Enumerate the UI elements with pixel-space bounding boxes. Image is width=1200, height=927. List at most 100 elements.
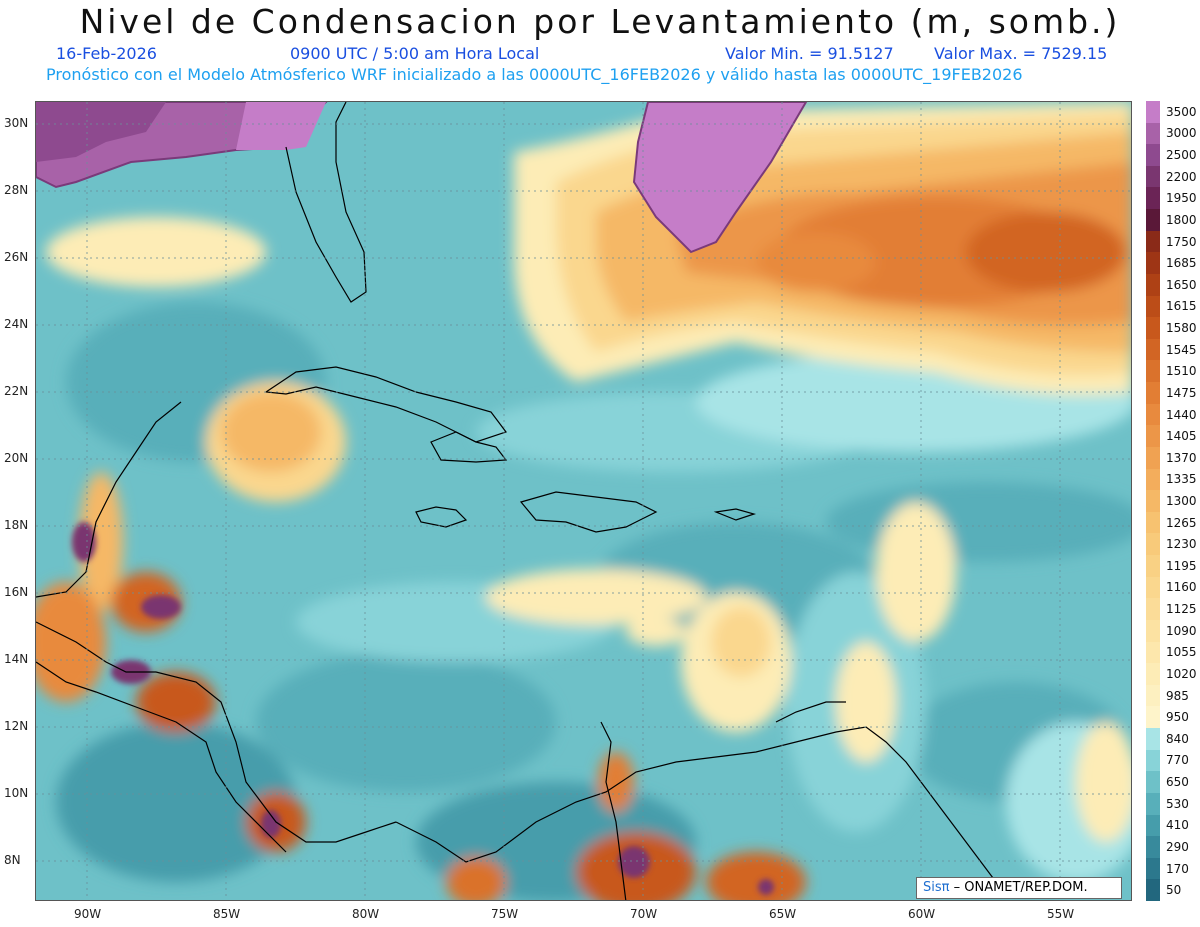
colorbar-label: 985 (1166, 688, 1189, 703)
colorbar-segment (1146, 857, 1160, 880)
lon-label: 55W (1047, 907, 1075, 921)
colorbar-segment (1146, 468, 1160, 491)
colorbar-segment (1146, 619, 1160, 643)
lat-label: 18N (4, 518, 29, 532)
colorbar-label: 950 (1166, 710, 1189, 725)
colorbar-label: 1650 (1166, 277, 1197, 292)
colorbar-label: 650 (1166, 775, 1189, 790)
colorbar-segment (1146, 295, 1160, 318)
lon-label: 90W (74, 907, 102, 921)
colorbar-segment (1146, 511, 1160, 534)
colorbar-segment (1146, 684, 1160, 707)
forecast-validity: Pronóstico con el Modelo Atmósferico WRF… (46, 65, 1023, 84)
colorbar-segment (1146, 836, 1160, 859)
colorbar-label: 290 (1166, 839, 1189, 854)
value-min: Valor Min. = 91.5127 (725, 44, 894, 63)
colorbar-label: 1055 (1166, 645, 1197, 660)
colorbar-segment (1146, 814, 1160, 837)
colorbar-segment (1146, 209, 1160, 232)
colorbar-label: 1370 (1166, 450, 1197, 465)
colorbar-label: 1195 (1166, 558, 1197, 573)
colorbar-label: 1160 (1166, 580, 1197, 595)
colorbar-label: 1685 (1166, 256, 1197, 271)
colorbar-segment (1146, 382, 1160, 405)
colorbar-label: 770 (1166, 753, 1189, 768)
lat-label: 26N (4, 250, 29, 264)
colorbar-label: 2200 (1166, 169, 1197, 184)
colorbar-segment (1146, 360, 1160, 383)
colorbar-label: 1440 (1166, 407, 1197, 422)
colorbar-label: 410 (1166, 818, 1189, 833)
lon-label: 60W (908, 907, 936, 921)
credit-text: – ONAMET/REP.DOM. (949, 880, 1088, 895)
colorbar-segment (1146, 338, 1160, 361)
lcl-map (35, 101, 1132, 901)
colorbar-segment (1146, 663, 1160, 686)
colorbar-segment (1146, 446, 1160, 470)
colorbar-label: 530 (1166, 796, 1189, 811)
colorbar-label: 1335 (1166, 472, 1197, 487)
colorbar-label: 50 (1166, 883, 1182, 898)
colorbar-segment (1146, 490, 1160, 513)
field-hotspots (72, 522, 774, 895)
colorbar-segment (1146, 641, 1160, 664)
credit-box: Sisπ – ONAMET/REP.DOM. (916, 877, 1122, 899)
colorbar-label: 1475 (1166, 385, 1197, 400)
colorbar-label: 1615 (1166, 299, 1197, 314)
value-max: Valor Max. = 7529.15 (934, 44, 1108, 63)
colorbar-label: 2500 (1166, 148, 1197, 163)
lon-label: 80W (352, 907, 380, 921)
lon-label: 85W (213, 907, 241, 921)
colorbar-segment (1146, 728, 1160, 751)
colorbar-label: 1230 (1166, 537, 1197, 552)
colorbar-segment (1146, 403, 1160, 426)
colorbar-label: 1125 (1166, 602, 1197, 617)
colorbar-segment (1146, 317, 1160, 340)
colorbar-segment (1146, 230, 1160, 253)
colorbar (1146, 101, 1160, 902)
colorbar-segment (1146, 771, 1160, 794)
field-shading (36, 102, 1131, 900)
lat-label: 14N (4, 652, 29, 666)
colorbar-label: 1545 (1166, 342, 1197, 357)
colorbar-segment (1146, 101, 1160, 124)
colorbar-label: 3000 (1166, 126, 1197, 141)
colorbar-label: 3500 (1166, 104, 1197, 119)
lat-label: 8N (4, 853, 21, 867)
lat-label: 16N (4, 585, 29, 599)
colorbar-segment (1146, 533, 1160, 556)
coastlines (36, 102, 997, 900)
colorbar-label: 1750 (1166, 234, 1197, 249)
colorbar-segment (1146, 706, 1160, 729)
colorbar-label: 1090 (1166, 623, 1197, 638)
colorbar-segment (1146, 879, 1160, 902)
lon-label: 65W (769, 907, 797, 921)
colorbar-segment (1146, 749, 1160, 772)
colorbar-segment (1146, 273, 1160, 297)
colorbar-segment (1146, 425, 1160, 448)
colorbar-segment (1146, 122, 1160, 145)
forecast-time: 0900 UTC / 5:00 am Hora Local (290, 44, 540, 63)
sispi-logo-text: Sisπ (923, 880, 950, 895)
lat-label: 22N (4, 384, 29, 398)
colorbar-segment (1146, 792, 1160, 815)
mask-atlantic (632, 102, 808, 254)
lat-label: 28N (4, 183, 29, 197)
colorbar-label: 1020 (1166, 666, 1197, 681)
colorbar-label: 1580 (1166, 321, 1197, 336)
colorbar-segment (1146, 598, 1160, 621)
lat-label: 10N (4, 786, 29, 800)
lon-label: 75W (491, 907, 519, 921)
chart-title: Nivel de Condensacion por Levantamiento … (79, 2, 1121, 41)
colorbar-segment (1146, 576, 1160, 599)
lat-label: 24N (4, 317, 29, 331)
colorbar-label: 1510 (1166, 364, 1197, 379)
colorbar-label: 1300 (1166, 494, 1197, 508)
colorbar-label: 1265 (1166, 515, 1197, 530)
lat-label: 30N (4, 116, 29, 130)
forecast-date: 16-Feb-2026 (56, 44, 157, 63)
lon-label: 70W (630, 907, 658, 921)
colorbar-label: 170 (1166, 861, 1189, 876)
colorbar-segment (1146, 187, 1160, 210)
lat-label: 20N (4, 451, 29, 465)
